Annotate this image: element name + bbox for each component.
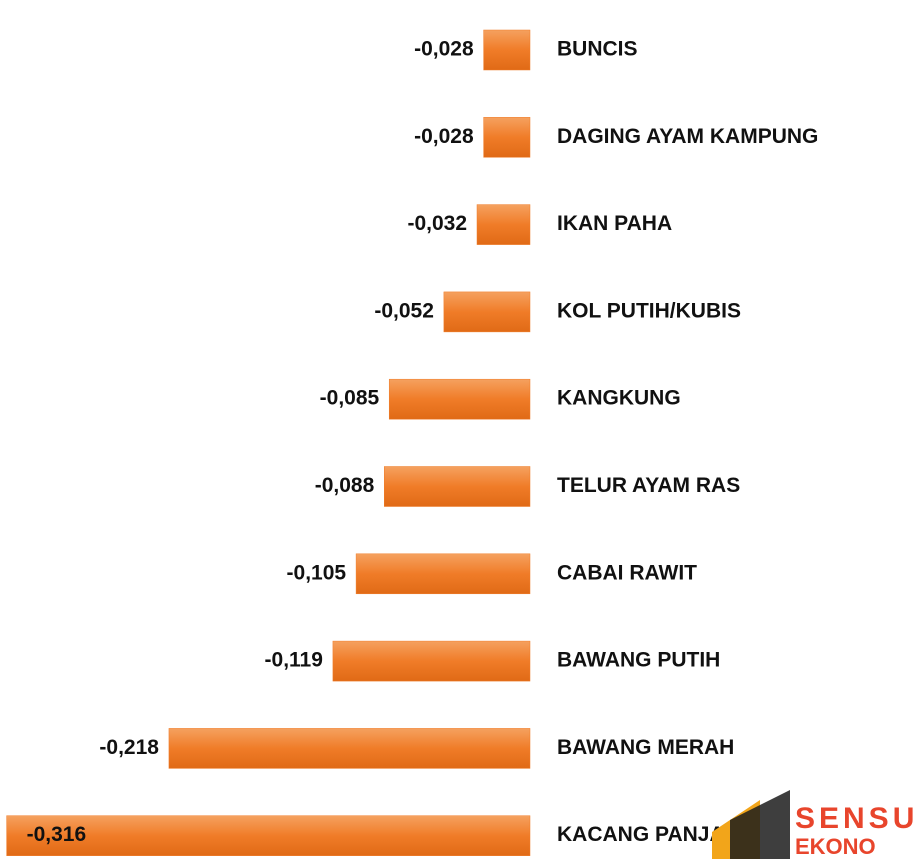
- bar: [443, 291, 531, 333]
- category-label: BAWANG MERAH: [557, 736, 734, 759]
- logo-text: SENSU: [795, 802, 914, 835]
- data-label: -0,105: [287, 561, 347, 584]
- data-label: -0,316: [27, 823, 87, 846]
- data-label: -0,052: [374, 299, 434, 322]
- data-label: -0,028: [414, 125, 474, 148]
- data-label: -0,088: [315, 474, 375, 497]
- bar: [384, 466, 531, 507]
- category-label: BAWANG PUTIH: [557, 649, 720, 672]
- category-label: TELUR AYAM RAS: [557, 474, 740, 497]
- category-label: KACANG PANJANG: [557, 823, 756, 846]
- bar: [476, 204, 531, 245]
- category-label: KOL PUTIH/KUBIS: [557, 299, 741, 322]
- bar: [483, 117, 531, 158]
- data-label: -0,218: [99, 736, 159, 759]
- data-label: -0,028: [414, 38, 474, 61]
- category-label: CABAI RAWIT: [557, 561, 697, 584]
- bar: [388, 378, 531, 420]
- data-label: -0,119: [265, 649, 323, 672]
- bar: [168, 728, 531, 769]
- bar: [483, 29, 531, 71]
- bar: [332, 640, 531, 682]
- bar: [6, 815, 531, 856]
- category-label: KANGKUNG: [557, 387, 681, 410]
- category-label: IKAN PAHA: [557, 212, 672, 235]
- logo-icon: [730, 790, 790, 859]
- logo-text: EKONO: [795, 834, 876, 859]
- data-label: -0,085: [320, 387, 380, 410]
- category-label: DAGING AYAM KAMPUNG: [557, 125, 818, 148]
- category-label: BUNCIS: [557, 38, 638, 61]
- data-label: -0,032: [407, 212, 467, 235]
- logo: SENSU EKONO: [712, 790, 914, 859]
- bar: [355, 553, 531, 595]
